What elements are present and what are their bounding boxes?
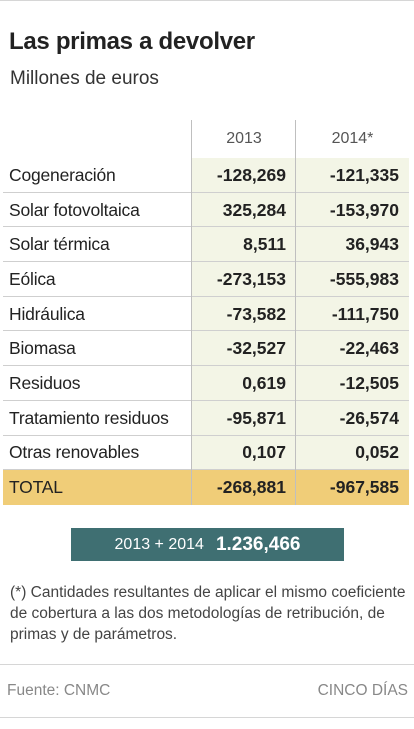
table-row: Hidráulica -73,582 -111,750 bbox=[0, 296, 414, 332]
cell-2014: -153,970 bbox=[296, 192, 409, 228]
cell-2013: 8,511 bbox=[192, 227, 296, 263]
row-separator bbox=[3, 434, 409, 436]
top-divider bbox=[0, 0, 414, 1]
cell-2013: -273,153 bbox=[192, 262, 296, 297]
cell-2014: -555,983 bbox=[296, 262, 409, 297]
row-separator bbox=[3, 191, 409, 193]
table-row: Solar fotovoltaica 325,284 -153,970 bbox=[0, 192, 414, 228]
table-row: Otras renovables 0,107 0,052 bbox=[0, 435, 414, 471]
row-label: Solar térmica bbox=[9, 234, 110, 255]
column-divider-left bbox=[191, 120, 192, 505]
cell-2014: -121,335 bbox=[296, 158, 409, 193]
row-separator bbox=[3, 469, 409, 471]
cell-2013: -95,871 bbox=[192, 400, 296, 436]
row-label: Biomasa bbox=[9, 338, 76, 359]
cell-2013: 325,284 bbox=[192, 192, 296, 228]
page-title: Las primas a devolver bbox=[9, 28, 255, 55]
cell-2013: 0,107 bbox=[192, 435, 296, 471]
row-label: Residuos bbox=[9, 372, 81, 393]
row-separator bbox=[3, 399, 409, 401]
total-row-background bbox=[3, 470, 409, 505]
bottom-divider bbox=[0, 717, 414, 718]
row-separator bbox=[3, 365, 409, 367]
table-row: Tratamiento residuos -95,871 -26,574 bbox=[0, 400, 414, 436]
cell-2014: -111,750 bbox=[296, 296, 409, 332]
table-row: Eólica -273,153 -555,983 bbox=[0, 262, 414, 297]
cell-2014: -12,505 bbox=[296, 366, 409, 401]
table-body: Cogeneración -128,269 -121,335 Solar fotovo… bbox=[0, 158, 414, 471]
row-separator bbox=[3, 330, 409, 332]
total-label: TOTAL bbox=[9, 477, 63, 498]
summary-box: 2013 + 2014 1.236,466 bbox=[71, 528, 344, 561]
cell-2014: -22,463 bbox=[296, 331, 409, 367]
table-header: 2013 2014* bbox=[0, 120, 414, 158]
cell-2013: -73,582 bbox=[192, 296, 296, 332]
total-value-2014: -967,585 bbox=[329, 477, 399, 498]
column-divider-middle bbox=[295, 120, 296, 505]
row-separator bbox=[3, 226, 409, 228]
table-row: Residuos 0,619 -12,505 bbox=[0, 366, 414, 401]
row-label: Hidráulica bbox=[9, 303, 85, 324]
footer-divider bbox=[0, 664, 414, 665]
row-label: Eólica bbox=[9, 268, 56, 289]
cell-2014: -26,574 bbox=[296, 400, 409, 436]
row-separator bbox=[3, 261, 409, 263]
cell-2013: -32,527 bbox=[192, 331, 296, 367]
table-row: Biomasa -32,527 -22,463 bbox=[0, 331, 414, 367]
table-row: Cogeneración -128,269 -121,335 bbox=[0, 158, 414, 193]
row-label: Tratamiento residuos bbox=[9, 407, 169, 428]
total-value-2013: -268,881 bbox=[216, 477, 286, 498]
page-subtitle: Millones de euros bbox=[10, 68, 159, 89]
cell-2014: 0,052 bbox=[296, 435, 409, 471]
column-header-2014: 2014* bbox=[331, 130, 374, 147]
cell-2013: -128,269 bbox=[192, 158, 296, 193]
table-row: Solar térmica 8,511 36,943 bbox=[0, 227, 414, 263]
row-label: Otras renovables bbox=[9, 442, 140, 463]
cell-2014: 36,943 bbox=[296, 227, 409, 263]
row-label: Solar fotovoltaica bbox=[9, 199, 140, 220]
summary-label: 2013 + 2014 bbox=[114, 535, 204, 553]
source-credit: Fuente: CNMC bbox=[7, 682, 111, 699]
column-header-2013: 2013 bbox=[226, 130, 262, 147]
data-table: 2013 2014* Cogeneración -128,269 -121,335 S… bbox=[0, 120, 414, 505]
summary-value: 1.236,466 bbox=[215, 533, 301, 555]
publication-brand: CINCO DÍAS bbox=[317, 682, 408, 699]
row-label: Cogeneración bbox=[9, 164, 116, 185]
row-separator bbox=[3, 295, 409, 297]
table-total-row: TOTAL -268,881 -967,585 bbox=[0, 470, 414, 505]
cell-2013: 0,619 bbox=[192, 366, 296, 401]
footnote: (*) Cantidades resultantes de aplicar el… bbox=[10, 584, 406, 643]
